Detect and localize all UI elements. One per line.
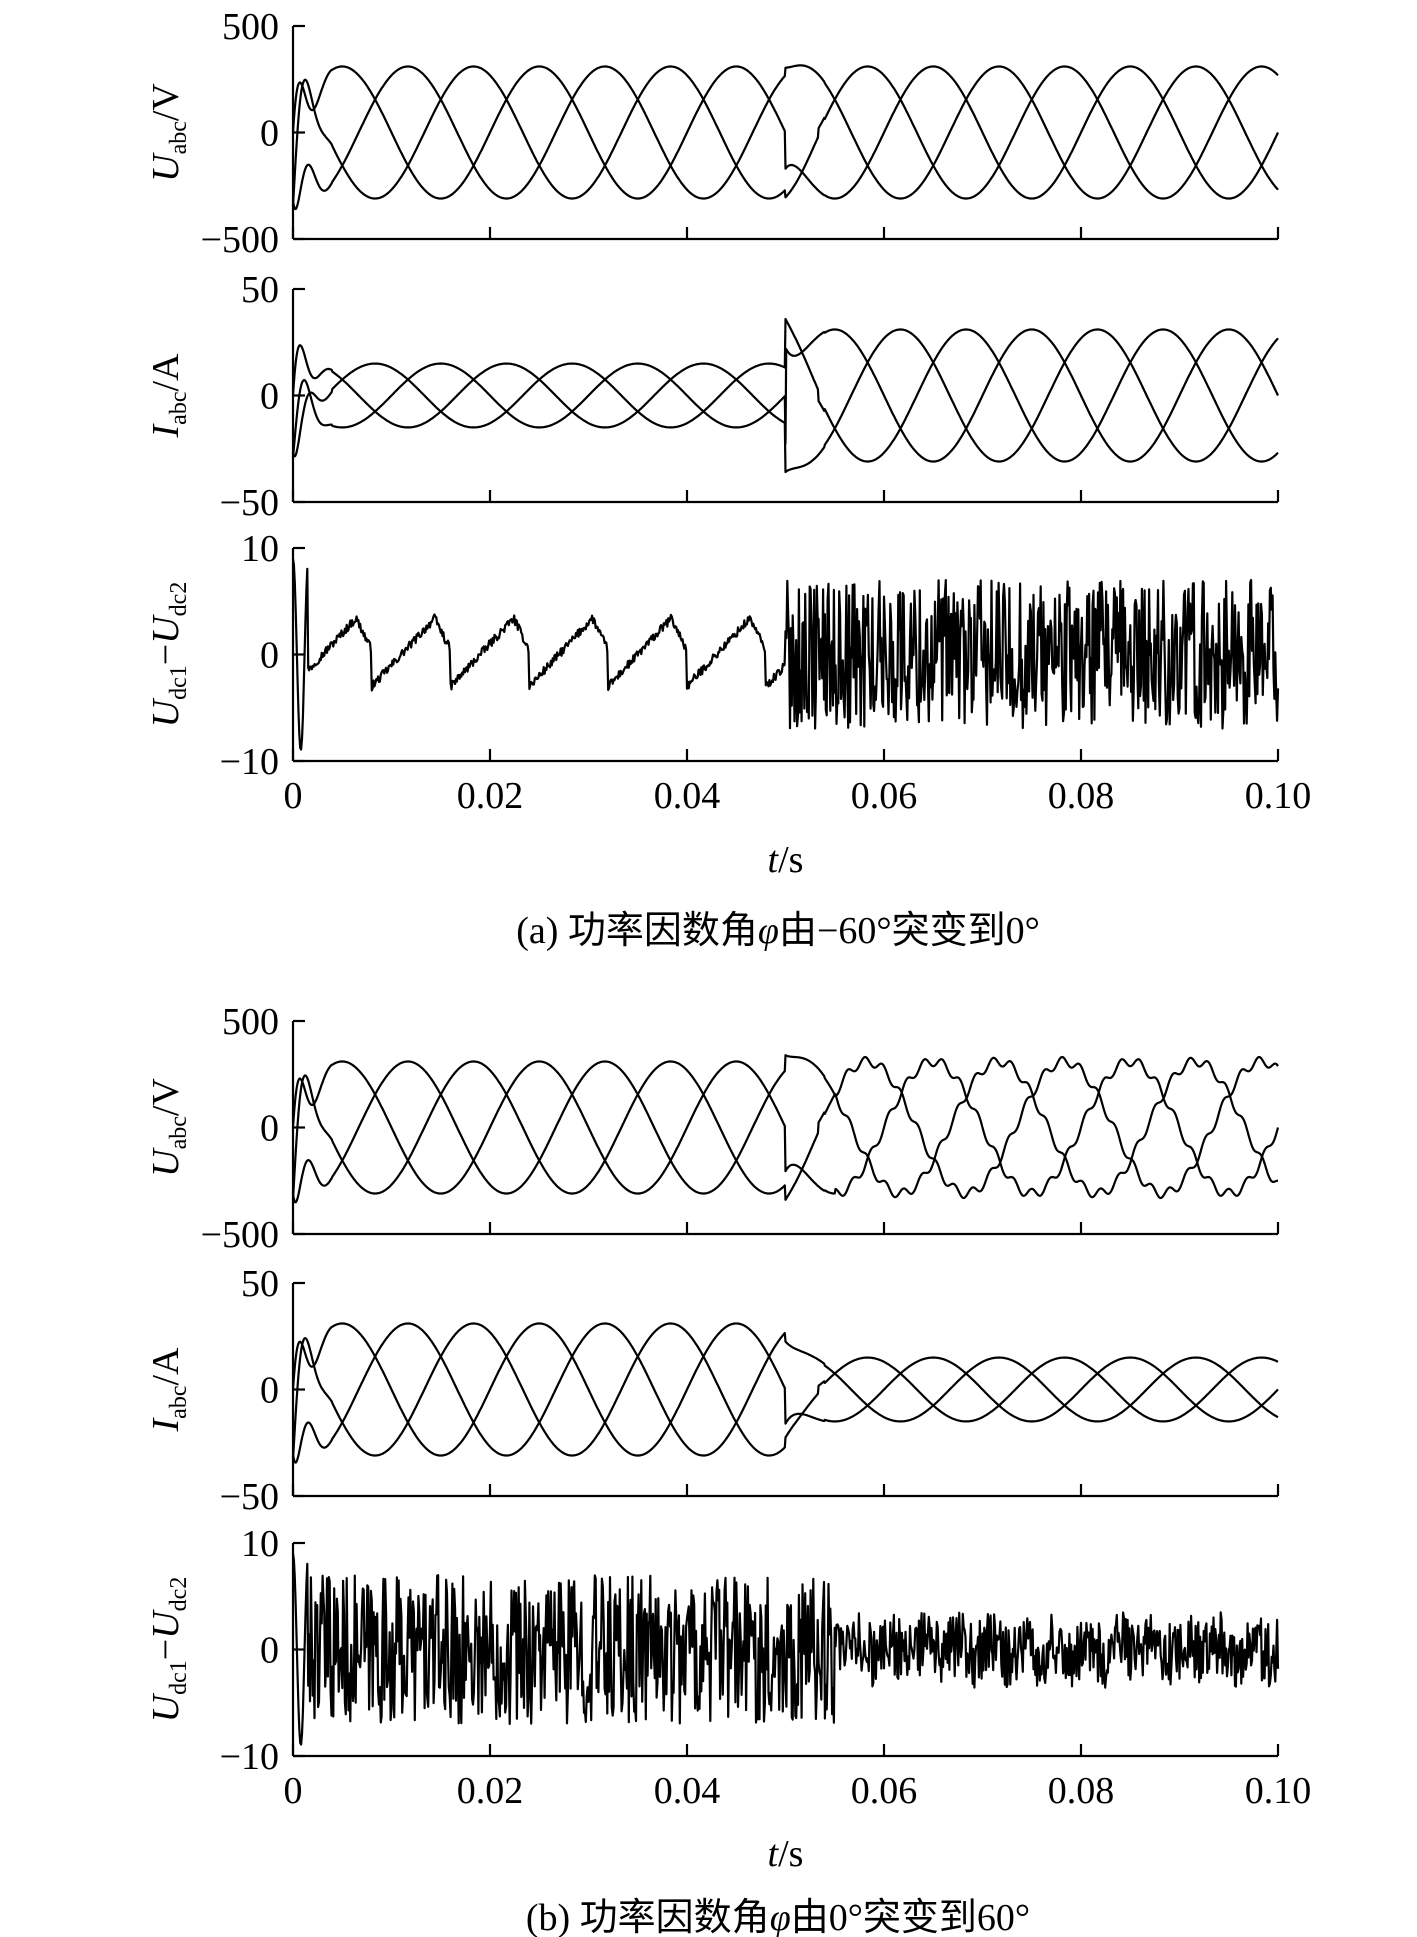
x-axis-label: t/s — [768, 839, 804, 881]
chart-b: 5000−500Uabc/V500−50Iabc/A100−10Udc1−Udc… — [145, 1001, 1311, 1937]
y-tick-label: 0 — [260, 1630, 279, 1672]
y-tick-label: −50 — [220, 482, 279, 524]
series-dc-difference — [291, 1553, 1280, 1746]
y-tick-label: 10 — [241, 1523, 279, 1565]
x-tick-label: 0.08 — [1048, 1770, 1115, 1812]
y-axis-label: Iabc/A — [145, 353, 192, 439]
x-tick-label: 0 — [284, 1770, 303, 1812]
y-tick-label: −10 — [220, 741, 279, 783]
series-phase-1 — [291, 65, 1279, 200]
series-phase-3 — [291, 1055, 1279, 1201]
figure-caption: (b) 功率因数角φ由0°突变到60° — [526, 1897, 1030, 1937]
x-tick-label: 0.10 — [1245, 775, 1312, 817]
x-tick-label: 0.04 — [654, 1770, 721, 1812]
panel-dc-difference: 10 0 −10 Udc1−Udc2 — [145, 528, 1280, 783]
x-tick-label: 0.06 — [851, 1770, 918, 1812]
series-phase-2 — [291, 64, 1279, 211]
series-phase-2 — [291, 1054, 1279, 1204]
series-phase-1 — [291, 328, 1279, 474]
chart-a: 5000−500Uabc/V500−50Iabc/A100−10Udc1−Udc… — [145, 6, 1311, 952]
x-axis-label: t/s — [768, 1833, 804, 1875]
y-axis-label: Iabc/A — [145, 1347, 192, 1433]
x-tick-label: 0 — [284, 775, 303, 817]
series-dc-difference — [291, 558, 1280, 751]
figure-caption: (a) 功率因数角φ由−60°突变到0° — [516, 910, 1040, 952]
y-tick-label: 50 — [241, 1263, 279, 1305]
y-axis-label: Uabc/V — [145, 83, 192, 182]
y-axis-label: Udc1−Udc2 — [145, 582, 192, 728]
series-phase-1 — [291, 1058, 1280, 1197]
y-tick-label: 0 — [260, 1108, 279, 1150]
y-axis-label: Uabc/V — [145, 1078, 192, 1177]
y-tick-label: 0 — [260, 1370, 279, 1412]
x-tick-label: 0.02 — [457, 1770, 524, 1812]
x-tick-label: 0.02 — [457, 775, 524, 817]
y-tick-label: −500 — [201, 219, 279, 261]
panel-current: 50 0 −50 Iabc/A — [145, 269, 1280, 524]
y-tick-label: 500 — [222, 6, 279, 48]
y-tick-label: −50 — [220, 1476, 279, 1518]
x-tick-label: 0.04 — [654, 775, 721, 817]
series-phase-3 — [291, 328, 1279, 463]
y-tick-label: 0 — [260, 376, 279, 418]
series-phase-1 — [291, 1322, 1279, 1457]
y-tick-label: 10 — [241, 528, 279, 570]
y-tick-label: −500 — [201, 1214, 279, 1256]
panel-dc-difference: 10 0 −10 Udc1−Udc2 — [145, 1523, 1280, 1778]
y-tick-label: 0 — [260, 635, 279, 677]
y-axis-label: Udc1−Udc2 — [145, 1577, 192, 1723]
y-tick-label: 0 — [260, 113, 279, 155]
series-phase-3 — [291, 1322, 1279, 1460]
y-tick-label: 500 — [222, 1001, 279, 1043]
y-tick-label: 50 — [241, 269, 279, 311]
x-tick-label: 0.06 — [851, 775, 918, 817]
y-tick-label: −10 — [220, 1736, 279, 1778]
series-phase-2 — [291, 1322, 1279, 1464]
x-tick-label: 0.10 — [1245, 1770, 1312, 1812]
panel-current: 50 0 −50 Iabc/A — [145, 1263, 1280, 1518]
series-phase-3 — [291, 65, 1279, 207]
series-phase-2 — [291, 317, 1279, 463]
x-tick-label: 0.08 — [1048, 775, 1115, 817]
